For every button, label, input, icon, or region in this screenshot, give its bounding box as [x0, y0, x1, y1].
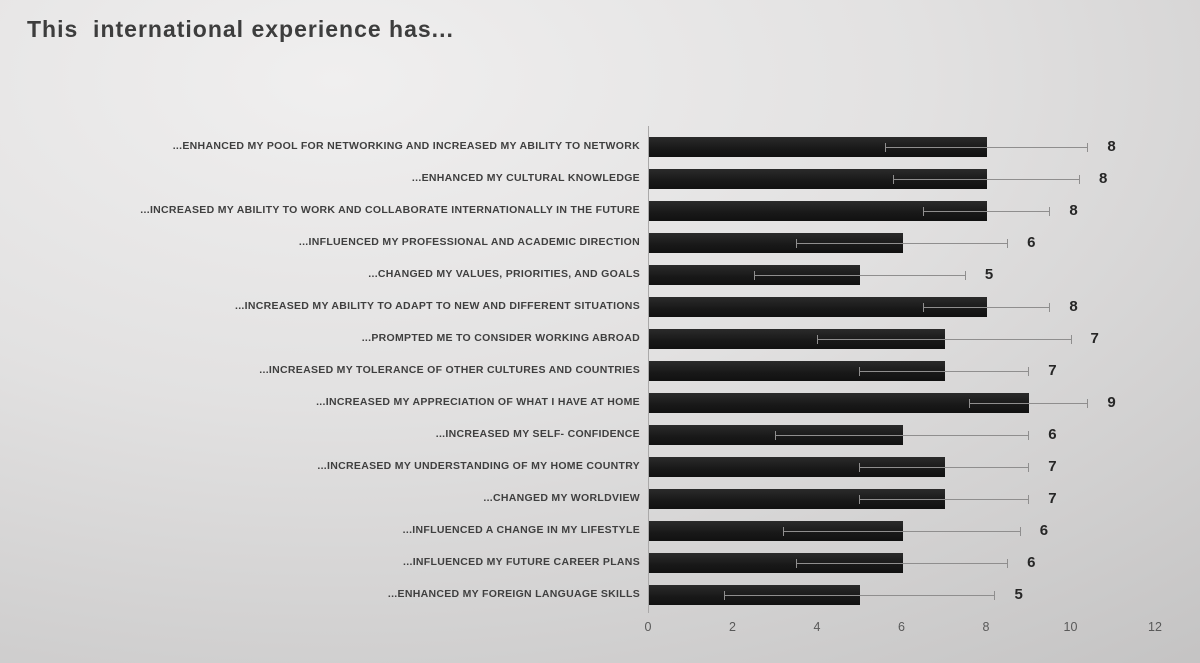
error-whisker-cap-left — [783, 527, 785, 536]
bar — [649, 361, 945, 381]
x-tick-label: 4 — [813, 620, 821, 634]
error-whisker-cap-left — [724, 591, 726, 600]
category-label: ...ENHANCED MY POOL FOR NETWORKING AND I… — [172, 140, 640, 152]
bar — [649, 233, 903, 253]
error-whisker — [753, 275, 965, 276]
bar — [649, 521, 903, 541]
bar — [649, 329, 945, 349]
x-tick-label: 0 — [644, 620, 652, 634]
error-whisker-cap-right — [964, 271, 966, 280]
category-label: ...INCREASED MY TOLERANCE OF OTHER CULTU… — [259, 364, 640, 376]
error-whisker — [884, 147, 1088, 148]
error-whisker — [922, 307, 1050, 308]
error-whisker-cap-right — [1028, 463, 1030, 472]
bar — [649, 457, 945, 477]
error-whisker-cap-left — [884, 143, 886, 152]
value-label: 7 — [1048, 458, 1057, 475]
error-whisker-cap-right — [1070, 335, 1072, 344]
chart-title: This international experience has... — [27, 16, 454, 42]
value-label: 8 — [1107, 138, 1116, 155]
error-whisker — [859, 467, 1029, 468]
category-label: ...ENHANCED MY FOREIGN LANGUAGE SKILLS — [387, 588, 640, 600]
category-label: ...CHANGED MY WORLDVIEW — [483, 492, 640, 504]
error-whisker-cap-right — [1028, 367, 1030, 376]
error-whisker-cap-left — [969, 399, 971, 408]
error-whisker-cap-left — [753, 271, 755, 280]
category-label: ...INFLUENCED A CHANGE IN MY LIFESTYLE — [402, 524, 640, 536]
error-whisker — [795, 563, 1008, 564]
error-whisker-cap-right — [1007, 559, 1009, 568]
error-whisker — [724, 595, 995, 596]
bar — [649, 489, 945, 509]
category-label: ...INFLUENCED MY PROFESSIONAL AND ACADEM… — [298, 236, 640, 248]
value-label: 6 — [1048, 426, 1057, 443]
error-whisker-cap-right — [1007, 239, 1009, 248]
category-label: ...INCREASED MY UNDERSTANDING OF MY HOME… — [317, 460, 640, 472]
value-label: 5 — [984, 266, 994, 283]
category-label: ...PROMPTED ME TO CONSIDER WORKING ABROA… — [361, 332, 640, 344]
value-label: 9 — [1107, 394, 1116, 411]
error-whisker — [859, 371, 1029, 372]
error-whisker-cap-right — [1049, 303, 1051, 312]
error-whisker-cap-right — [1049, 207, 1051, 216]
error-whisker-cap-left — [795, 559, 797, 568]
error-whisker — [969, 403, 1088, 404]
bar — [649, 169, 987, 189]
bar — [649, 553, 903, 573]
error-whisker-cap-right — [1028, 495, 1030, 504]
error-whisker-cap-left — [859, 463, 861, 472]
value-label: 8 — [1069, 202, 1078, 219]
error-whisker — [859, 499, 1029, 500]
bar — [649, 201, 987, 221]
error-whisker-cap-right — [1028, 431, 1030, 440]
x-tick-label: 10 — [1063, 620, 1078, 634]
value-label: 6 — [1027, 554, 1036, 571]
error-whisker — [922, 211, 1050, 212]
error-whisker-cap-left — [859, 495, 861, 504]
value-label: 8 — [1069, 298, 1078, 315]
category-label: ...CHANGED MY VALUES, PRIORITIES, AND GO… — [368, 268, 640, 280]
category-label: ...INFLUENCED MY FUTURE CAREER PLANS — [403, 556, 640, 568]
error-whisker-cap-right — [994, 591, 996, 600]
category-label: ...INCREASED MY ABILITY TO ADAPT TO NEW … — [235, 300, 640, 312]
category-label: ...INCREASED MY APPRECIATION OF WHAT I H… — [316, 396, 640, 408]
y-axis-line — [648, 126, 649, 613]
error-whisker-cap-left — [817, 335, 818, 344]
value-label: 7 — [1048, 490, 1057, 507]
error-whisker-cap-right — [1087, 143, 1089, 152]
error-whisker-cap-left — [795, 239, 797, 248]
error-whisker — [783, 531, 1020, 532]
bar — [649, 393, 1030, 413]
error-whisker — [817, 339, 1071, 340]
error-whisker-cap-left — [774, 431, 776, 440]
error-whisker — [893, 179, 1079, 180]
category-label: ...ENHANCED MY CULTURAL KNOWLEDGE — [411, 172, 640, 184]
error-whisker — [774, 435, 1029, 436]
value-label: 6 — [1039, 522, 1049, 539]
bar — [649, 297, 987, 317]
bar — [649, 137, 987, 157]
x-tick-label: 2 — [729, 620, 736, 634]
value-label: 5 — [1014, 586, 1023, 603]
x-tick-label: 6 — [898, 620, 905, 634]
category-label: ...INCREASED MY ABILITY TO WORK AND COLL… — [140, 204, 640, 216]
error-whisker-cap-right — [1019, 527, 1021, 536]
x-tick-label: 8 — [982, 620, 990, 634]
value-label: 8 — [1098, 170, 1108, 187]
error-whisker-cap-left — [893, 175, 895, 184]
error-whisker-cap-left — [922, 303, 924, 312]
error-whisker-cap-right — [1087, 399, 1089, 408]
value-label: 7 — [1090, 330, 1099, 347]
value-label: 7 — [1048, 362, 1057, 379]
error-whisker-cap-left — [859, 367, 861, 376]
value-label: 6 — [1027, 234, 1036, 251]
error-whisker — [795, 243, 1008, 244]
error-whisker-cap-left — [922, 207, 924, 216]
error-whisker-cap-right — [1078, 175, 1080, 184]
category-label: ...INCREASED MY SELF- CONFIDENCE — [435, 428, 640, 440]
x-tick-label: 12 — [1148, 620, 1162, 634]
